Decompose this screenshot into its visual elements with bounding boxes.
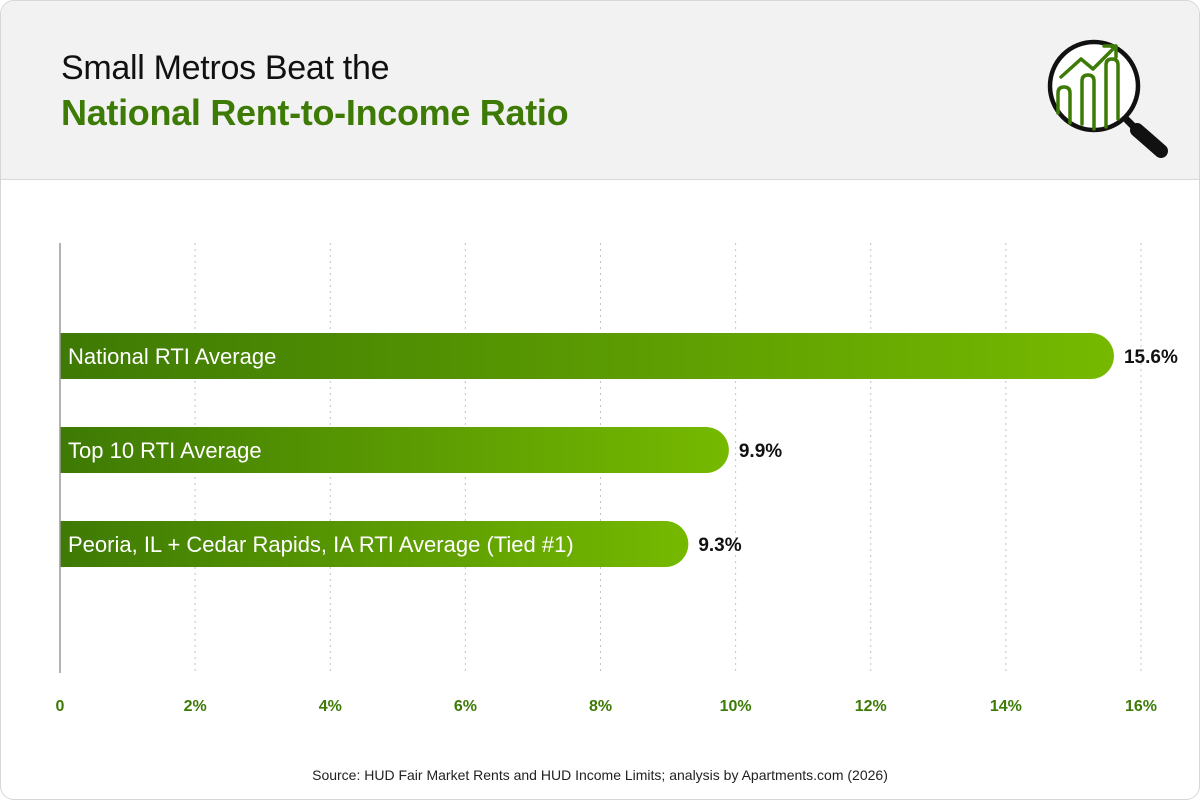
bar-category-label: Peoria, IL + Cedar Rapids, IA RTI Averag… — [68, 532, 574, 557]
bar — [60, 521, 689, 567]
bar-category-label: National RTI Average — [68, 344, 276, 369]
magnifier-chart-icon — [1047, 39, 1168, 158]
source-note: Source: HUD Fair Market Rents and HUD In… — [312, 767, 888, 783]
x-tick-label: 8% — [589, 698, 612, 715]
bar-value-label: 9.3% — [698, 535, 741, 556]
x-axis-ticks: 0 2% 4% 6% 8% 10% 12% 14% 16% — [56, 698, 1157, 715]
bar — [60, 333, 1114, 379]
bar-value-label: 9.9% — [739, 441, 782, 462]
bars: National RTI Average 15.6% Top 10 RTI Aver… — [60, 333, 1178, 567]
bar — [60, 427, 729, 473]
x-tick-label: 4% — [319, 698, 342, 715]
title-line-1: Small Metros Beat the — [61, 49, 390, 87]
x-tick-label: 16% — [1125, 698, 1157, 715]
header: Small Metros Beat the National Rent-to-I… — [1, 1, 1199, 180]
bar-category-label: Top 10 RTI Average — [68, 438, 262, 463]
x-tick-label: 10% — [720, 698, 752, 715]
x-tick-label: 2% — [184, 698, 207, 715]
bar-value-label: 15.6% — [1124, 347, 1178, 368]
x-tick-label: 0 — [56, 698, 65, 715]
title-line-2: National Rent-to-Income Ratio — [61, 92, 569, 133]
x-tick-label: 12% — [855, 698, 887, 715]
x-tick-label: 6% — [454, 698, 477, 715]
x-tick-label: 14% — [990, 698, 1022, 715]
